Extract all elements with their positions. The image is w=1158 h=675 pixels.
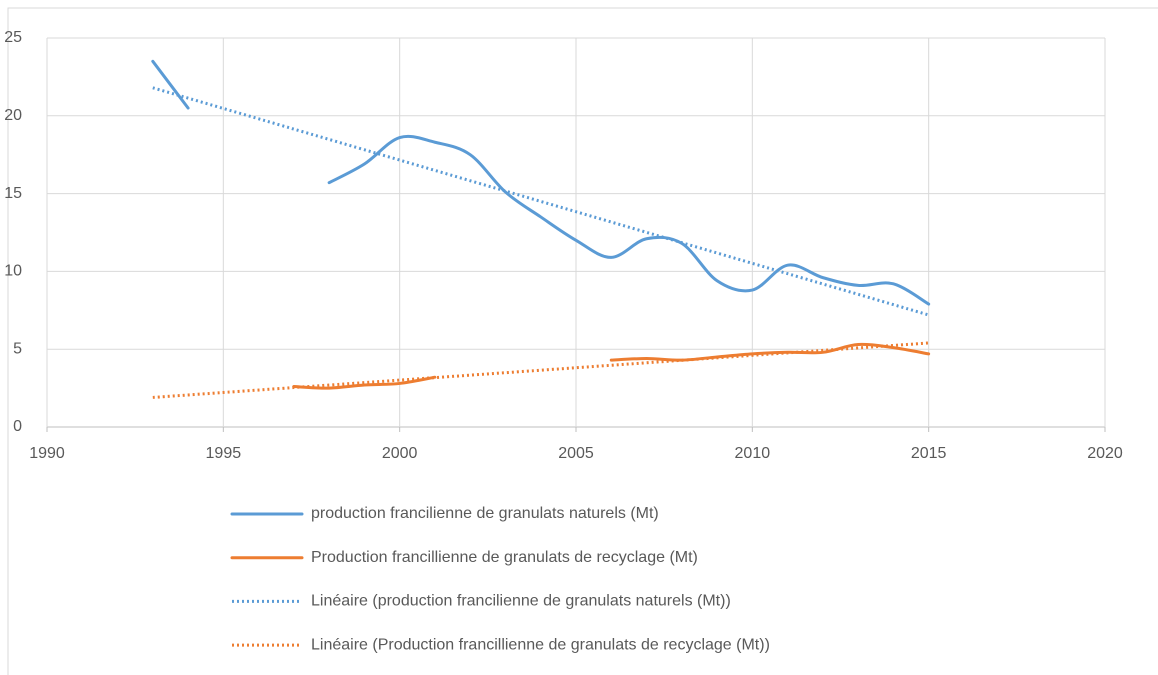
trend-line bbox=[152, 86, 930, 317]
legend-label: production francilienne de granulats nat… bbox=[311, 505, 659, 522]
x-tick-label: 2015 bbox=[911, 445, 947, 462]
y-tick-label: 20 bbox=[4, 107, 22, 124]
x-tick-label: 2010 bbox=[735, 445, 771, 462]
y-tick-label: 25 bbox=[4, 29, 22, 46]
chart-frame bbox=[7, 7, 1158, 675]
x-tick-label: 2020 bbox=[1087, 445, 1123, 462]
legend-label: Linéaire (Production francillienne de gr… bbox=[311, 636, 770, 653]
y-tick-label: 5 bbox=[13, 340, 22, 357]
x-tick-label: 1995 bbox=[206, 445, 242, 462]
series-line bbox=[292, 342, 931, 390]
x-tick-label: 1990 bbox=[29, 445, 65, 462]
trend-line bbox=[152, 341, 929, 399]
series-line bbox=[151, 59, 931, 306]
x-tick-label: 2005 bbox=[558, 445, 594, 462]
x-tick-label: 2000 bbox=[382, 445, 418, 462]
y-tick-label: 10 bbox=[4, 263, 22, 280]
legend-label: Linéaire (production francilienne de gra… bbox=[311, 593, 731, 610]
legend-label: Production francillienne de granulats de… bbox=[311, 549, 698, 566]
y-tick-label: 15 bbox=[4, 185, 22, 202]
y-tick-label: 0 bbox=[13, 418, 22, 435]
